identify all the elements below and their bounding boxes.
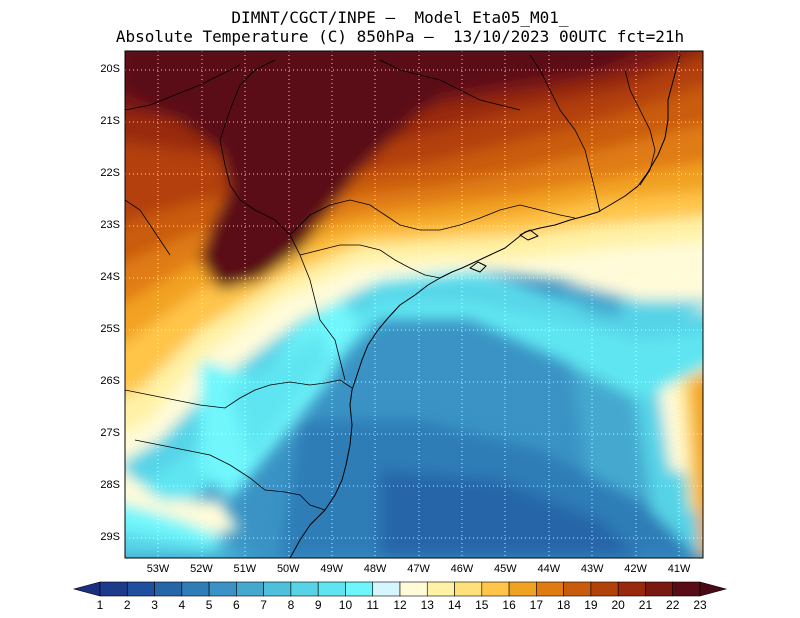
colorbar-swatch xyxy=(290,581,319,597)
longitude-label: 44W xyxy=(537,563,561,575)
longitude-label: 48W xyxy=(363,563,387,575)
colorbar-label: 4 xyxy=(178,598,186,612)
map-subtitle: Absolute Temperature (C) 850hPa – 13/10/… xyxy=(115,27,685,46)
colorbar-swatch xyxy=(154,581,183,597)
longitude-label: 43W xyxy=(580,563,604,575)
colorbar-label: 17 xyxy=(529,598,544,612)
colorbar-label: 19 xyxy=(584,598,598,612)
colorbar-label: 15 xyxy=(475,598,489,612)
colorbar-label: 23 xyxy=(693,598,707,612)
colorbar-label: 22 xyxy=(666,598,680,612)
colorbar-swatch xyxy=(454,581,483,597)
colorbar-swatch xyxy=(426,581,455,597)
colorbar-swatch xyxy=(481,581,510,597)
colorbar-label: 20 xyxy=(611,598,625,612)
colorbar-label: 16 xyxy=(502,598,516,612)
colorbar-swatch xyxy=(590,581,619,597)
map-frame xyxy=(124,50,704,559)
colorbar-swatch xyxy=(617,581,646,597)
colorbar-label: 6 xyxy=(233,598,240,612)
colorbar-swatch xyxy=(317,581,346,597)
graticule xyxy=(125,51,703,558)
longitude-label: 49W xyxy=(320,563,343,575)
colorbar-label: 11 xyxy=(366,598,379,612)
temperature-field xyxy=(125,51,703,558)
colorbar-swatch xyxy=(236,581,264,597)
coastline xyxy=(289,54,681,558)
colorbar-swatch xyxy=(372,581,401,597)
colorbar-swatch xyxy=(645,581,674,597)
state-borders xyxy=(125,54,656,511)
longitude-label: 41W xyxy=(667,563,691,575)
colorbar-high-arrow xyxy=(699,581,728,597)
colorbar-label: 18 xyxy=(556,598,571,612)
colorbar xyxy=(72,581,728,597)
longitude-label: 50W xyxy=(276,563,300,575)
latitude-label: 21S xyxy=(100,115,120,127)
longitude-label: 46W xyxy=(450,563,474,575)
latitude-label: 25S xyxy=(100,323,120,335)
colorbar-swatch xyxy=(508,581,537,597)
longitude-label: 45W xyxy=(494,563,517,575)
latitude-label: 27S xyxy=(100,427,120,439)
colorbar-label: 12 xyxy=(393,598,407,612)
colorbar-swatch xyxy=(399,581,428,597)
colorbar-swatch xyxy=(208,581,237,597)
latitude-label: 26S xyxy=(100,375,120,387)
colorbar-swatch xyxy=(263,581,292,597)
colorbar-label: 3 xyxy=(151,598,158,612)
map-title: DIMNT/CGCT/INPE – Model Eta05_M01_ xyxy=(231,8,569,27)
longitude-label: 51W xyxy=(233,563,257,575)
longitude-label: 53W xyxy=(146,563,170,575)
colorbar-swatch xyxy=(126,581,155,597)
colorbar-label: 21 xyxy=(638,598,653,612)
colorbar-label: 13 xyxy=(420,598,434,612)
colorbar-swatch xyxy=(345,581,374,597)
colorbar-swatch xyxy=(99,581,128,597)
colorbar-swatch xyxy=(536,581,564,597)
latitude-label: 29S xyxy=(100,531,120,543)
colorbar-swatch xyxy=(181,581,210,597)
colorbar-label: 8 xyxy=(287,598,295,612)
colorbar-label: 14 xyxy=(447,598,462,612)
colorbar-label: 1 xyxy=(96,598,104,612)
colorbar-label: 2 xyxy=(123,598,131,612)
longitude-label: 52W xyxy=(190,563,213,575)
longitude-label: 47W xyxy=(407,563,430,575)
colorbar-label: 7 xyxy=(260,598,267,612)
latitude-label: 22S xyxy=(100,167,120,179)
colorbar-label: 10 xyxy=(338,598,353,612)
latitude-label: 24S xyxy=(100,271,120,283)
longitude-label: 42W xyxy=(624,563,647,575)
latitude-label: 23S xyxy=(100,219,120,231)
colorbar-swatch xyxy=(563,581,592,597)
colorbar-label: 5 xyxy=(205,598,213,612)
colorbar-label: 9 xyxy=(314,598,322,612)
colorbar-low-arrow xyxy=(72,581,101,597)
latitude-label: 28S xyxy=(100,479,120,491)
colorbar-swatch xyxy=(672,581,701,597)
latitude-label: 20S xyxy=(100,63,120,75)
